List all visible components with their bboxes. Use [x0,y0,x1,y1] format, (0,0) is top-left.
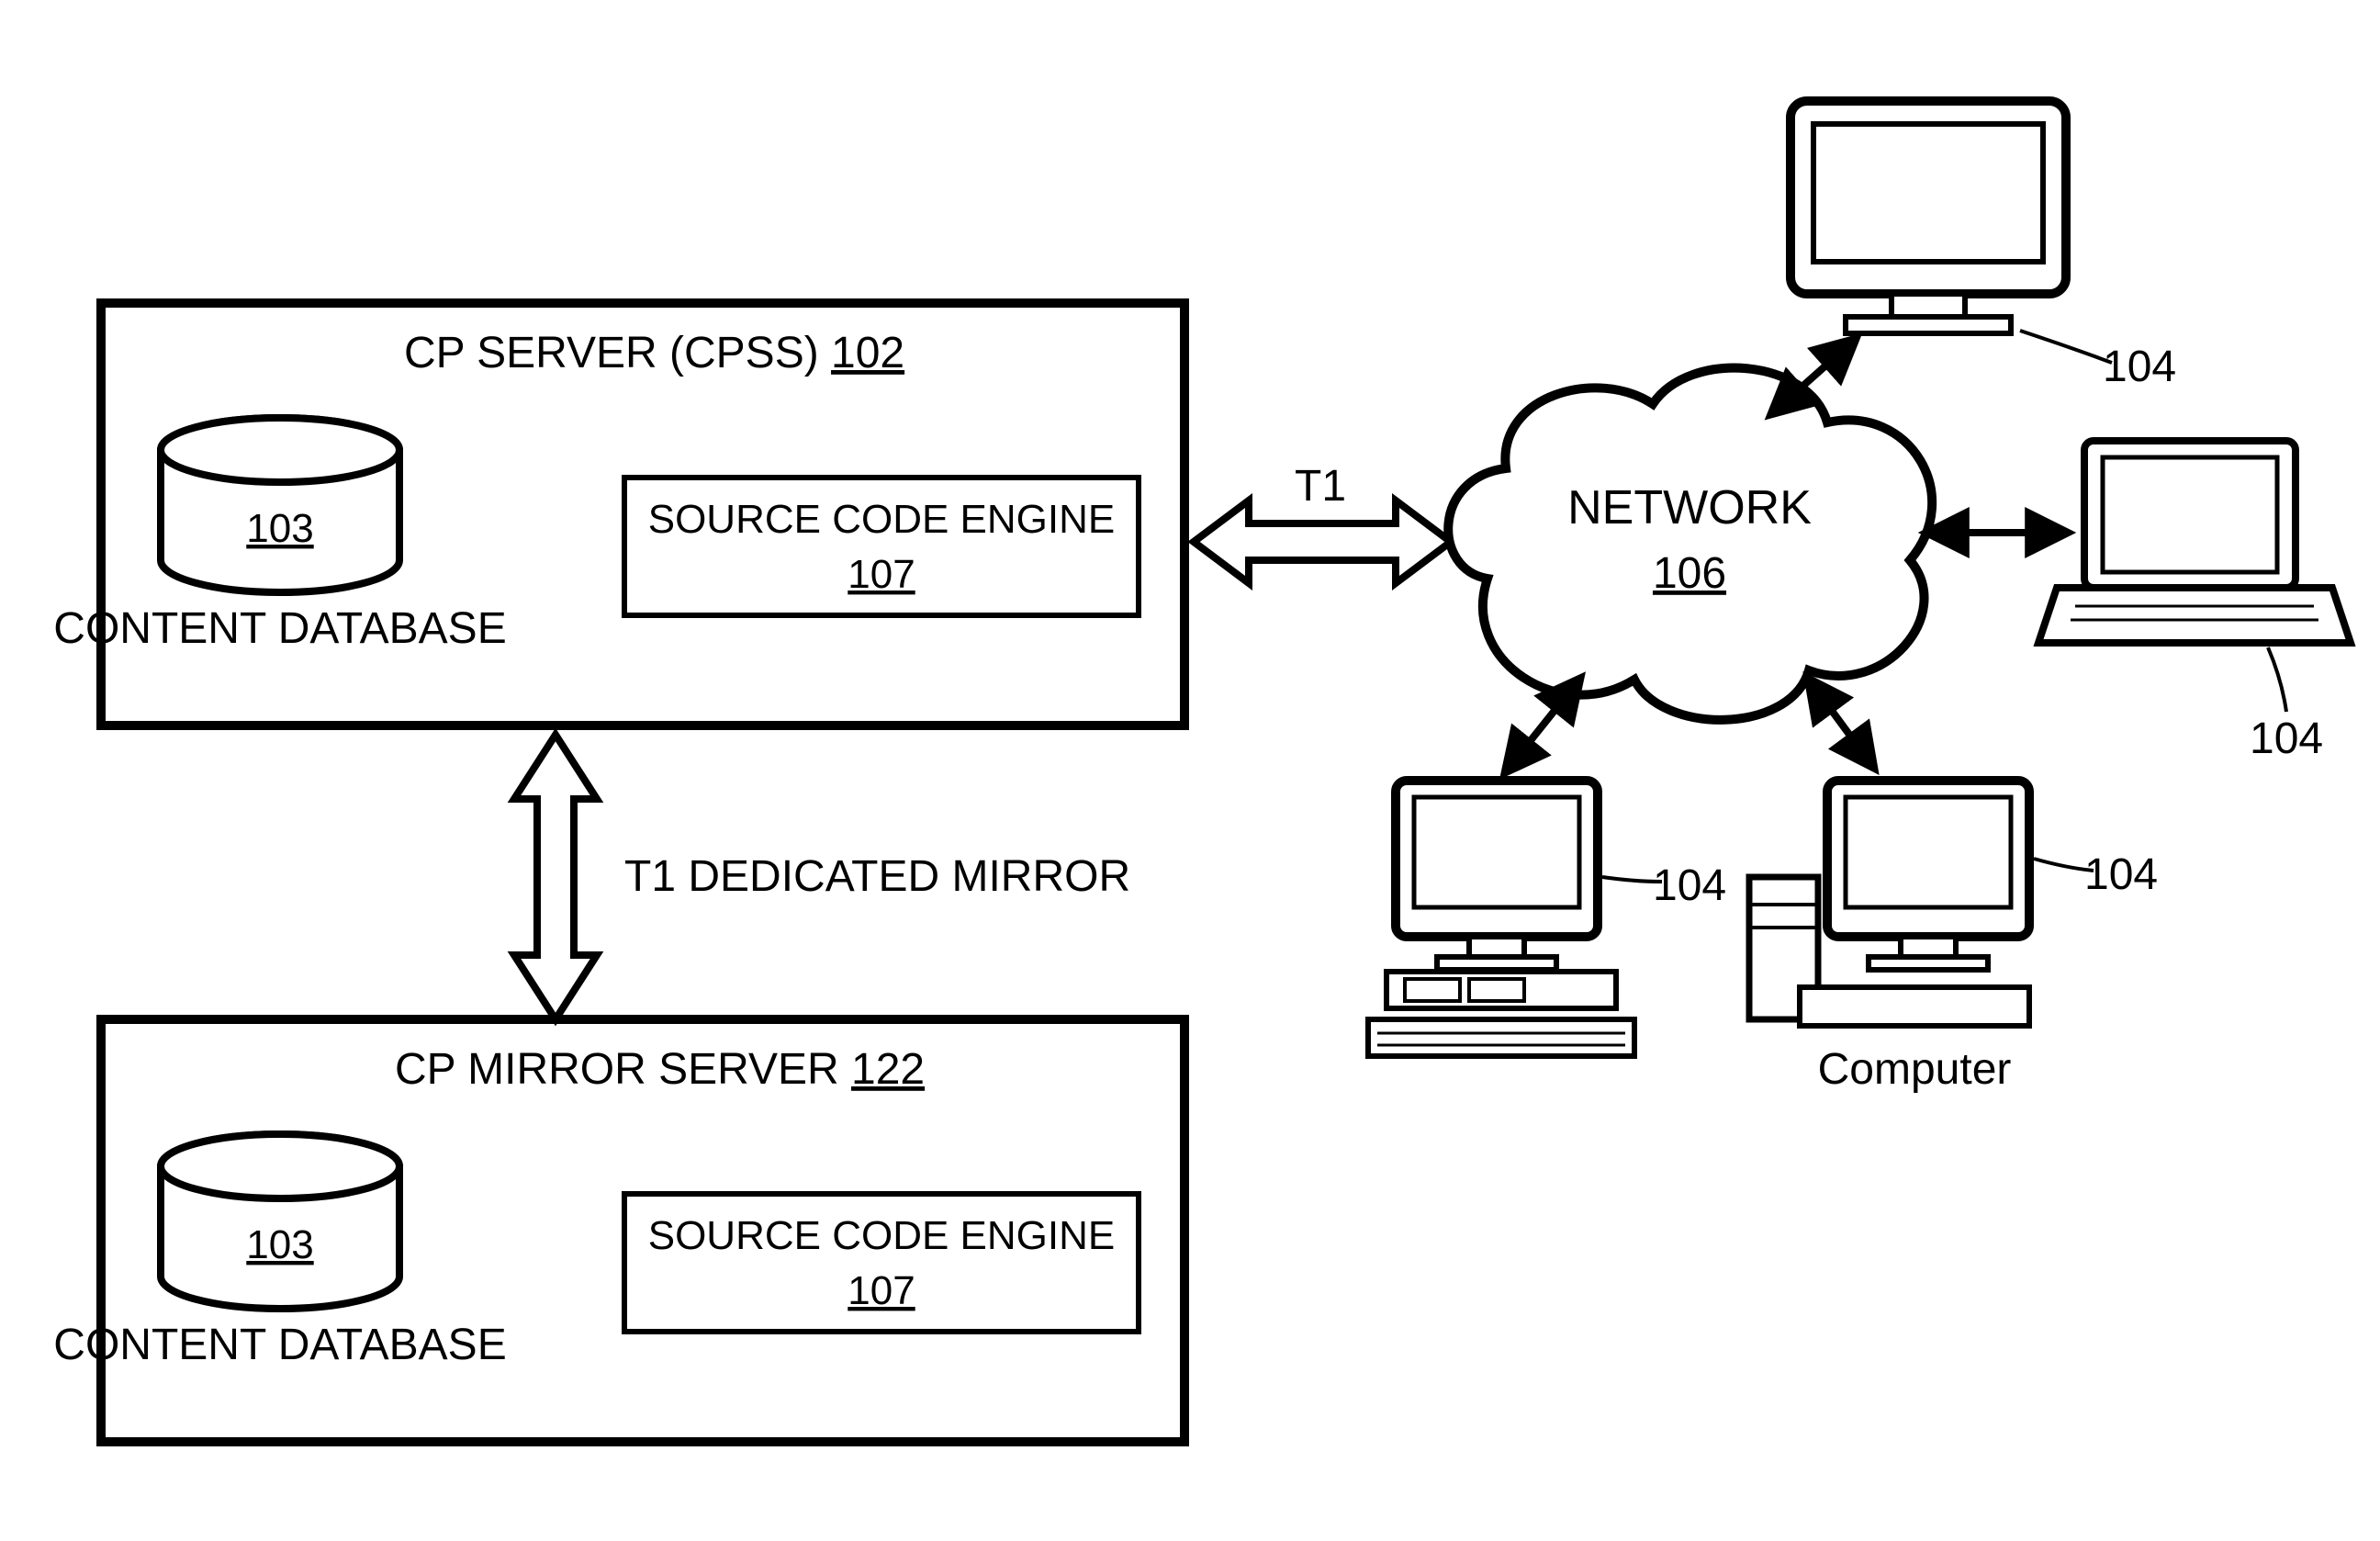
t1-arrow: T1 [1194,462,1451,583]
t1-label: T1 [1295,462,1346,511]
client-desktop-left: 104 [1368,680,1726,1056]
cp-mirror-server-box: CP MIRROR SERVER 122 103 CONTENT DATABAS… [53,1019,1184,1442]
content-db-cylinder-1: 103 [161,418,399,592]
source-code-engine-2: SOURCE CODE ENGINE 107 [624,1194,1139,1332]
client-ref-4: 104 [1653,861,1726,910]
mirror-arrow: T1 DEDICATED MIRROR [514,735,1130,1019]
cp-server-box: CP SERVER (CPSS) 102 103 CONTENT DATABAS… [53,303,1184,726]
engine-label-1: SOURCE CODE ENGINE [648,497,1116,542]
client-computer: Computer 104 [1749,680,2158,1094]
client-laptop: 104 [1928,441,2351,763]
db-num-1: 103 [246,506,313,551]
db-label-2: CONTENT DATABASE [53,1321,506,1369]
engine-num-1: 107 [848,552,915,597]
client-monitor-top: 104 [1772,101,2176,413]
cp-mirror-title: CP MIRROR SERVER 122 [395,1045,925,1094]
network-cloud: NETWORK 106 [1448,368,1932,720]
client-ref-3: 104 [2084,850,2158,899]
network-label: NETWORK [1567,481,1812,534]
db-label-1: CONTENT DATABASE [53,604,506,653]
client-ref-1: 104 [2103,343,2176,391]
mirror-label: T1 DEDICATED MIRROR [624,852,1130,901]
client-ref-2: 104 [2250,714,2323,763]
computer-label: Computer [1818,1045,2012,1094]
engine-label-2: SOURCE CODE ENGINE [648,1213,1116,1258]
cp-server-title: CP SERVER (CPSS) 102 [404,329,904,377]
network-num: 106 [1653,549,1726,598]
db-num-2: 103 [246,1222,313,1267]
content-db-cylinder-2: 103 [161,1134,399,1309]
source-code-engine-1: SOURCE CODE ENGINE 107 [624,478,1139,615]
engine-num-2: 107 [848,1268,915,1313]
